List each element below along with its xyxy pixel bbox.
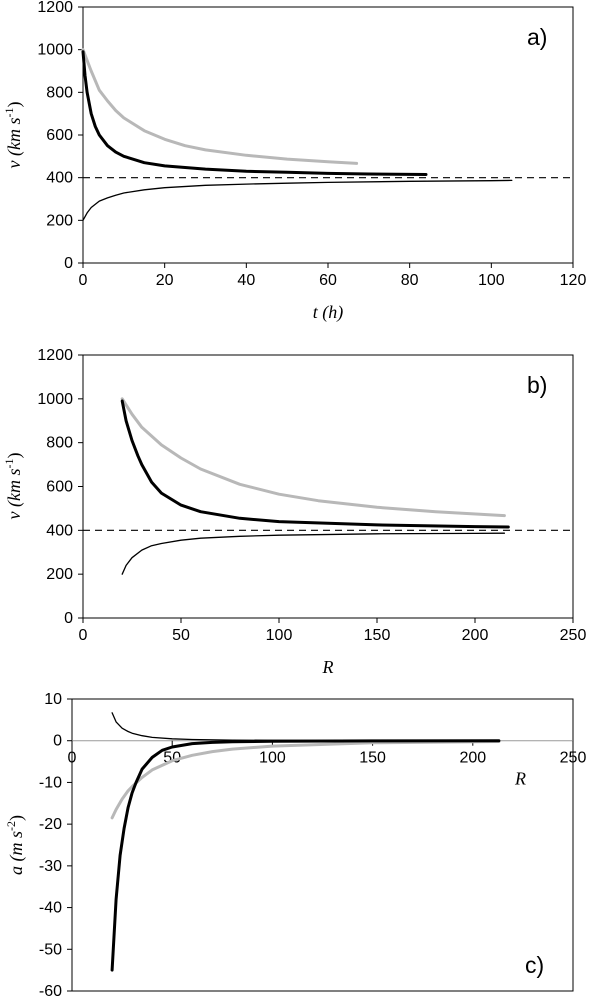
y-tick-label: 1200 (37, 0, 73, 16)
y-tick-label: 1000 (37, 391, 73, 408)
y-tick-label: 800 (46, 435, 73, 452)
chart-panel-1: 0 200 400 600 800 1000 1200 0 20 40 60 80 100 120 t (h… (2, 0, 586, 323)
x-tick-label: 0 (68, 750, 77, 767)
series-line-2 (81, 50, 428, 176)
x-tick-label: 40 (237, 272, 255, 289)
x-tick-label: 50 (172, 627, 190, 644)
y-tick-label: -20 (39, 816, 62, 833)
series-line-3 (82, 179, 513, 221)
x-tick-label: 20 (156, 272, 174, 289)
series-line-3 (121, 532, 506, 575)
y-tick-label: -10 (39, 774, 62, 791)
x-tick-label: 100 (259, 750, 286, 767)
y-tick-label: -40 (39, 900, 62, 917)
series-line-1 (120, 397, 506, 518)
series-line-2 (120, 399, 510, 529)
y-tick-label: 800 (46, 84, 73, 101)
y-axis-label-superscript: -1 (2, 108, 16, 118)
y-tick-label: 600 (46, 479, 73, 496)
x-tick-label: 250 (560, 750, 587, 767)
series-line-3 (110, 739, 501, 972)
y-tick-label: 0 (64, 610, 73, 627)
y-tick-label: 10 (44, 691, 62, 708)
x-axis-label: R (514, 769, 526, 789)
y-tick-label: 0 (53, 733, 62, 750)
y-tick-label: 0 (64, 255, 73, 272)
y-axis-label-close: ) (4, 453, 25, 459)
y-axis-label: v (km s-1) (2, 102, 25, 169)
x-axis-label: R (322, 657, 334, 677)
y-axis-label: v (km s-1) (2, 453, 25, 520)
y-axis-label: a (m s-2) (4, 815, 27, 875)
y-tick-label: 600 (46, 127, 73, 144)
y-axis-label-text: v (km s (4, 469, 25, 520)
series-line-1 (81, 48, 359, 165)
x-tick-label: 0 (79, 272, 88, 289)
plot-area-frame (71, 698, 574, 992)
y-axis-label-text: v (km s (4, 118, 25, 169)
x-tick-label: 60 (319, 272, 337, 289)
y-tick-label: -50 (39, 941, 62, 958)
y-tick-label: 200 (46, 566, 73, 583)
series-line-2 (110, 740, 501, 820)
x-tick-label: 150 (359, 750, 386, 767)
chart-panel-2: 0 200 400 600 800 1000 1200 0 50 100 150 200 250 Rv (… (2, 347, 586, 677)
x-tick-label: 250 (560, 627, 587, 644)
panel-label: c) (525, 952, 544, 978)
y-axis-label-close: ) (6, 815, 27, 821)
series-line-1 (111, 712, 500, 742)
y-tick-label: 400 (46, 170, 73, 187)
y-axis-label-superscript: -2 (4, 821, 18, 831)
y-tick-label: 1200 (37, 347, 73, 364)
x-tick-label: 100 (478, 272, 505, 289)
panel-label: b) (527, 372, 547, 398)
x-tick-label: 200 (462, 627, 489, 644)
y-axis-label-close: ) (4, 102, 25, 108)
x-tick-label: 0 (79, 627, 88, 644)
x-tick-label: 150 (364, 627, 391, 644)
x-tick-label: 120 (560, 272, 587, 289)
x-tick-label: 100 (266, 627, 293, 644)
y-tick-label: 400 (46, 522, 73, 539)
y-tick-label: -60 (39, 983, 62, 998)
y-tick-label: 1000 (37, 42, 73, 59)
x-tick-label: 80 (401, 272, 419, 289)
y-axis-label-superscript: -1 (2, 459, 16, 469)
panel-label: a) (527, 24, 547, 50)
y-tick-label: -30 (39, 858, 62, 875)
y-tick-label: 200 (46, 212, 73, 229)
y-axis-label-text: a (m s (6, 831, 27, 875)
x-axis-label: t (h) (313, 302, 344, 323)
x-tick-label: 200 (459, 750, 486, 767)
